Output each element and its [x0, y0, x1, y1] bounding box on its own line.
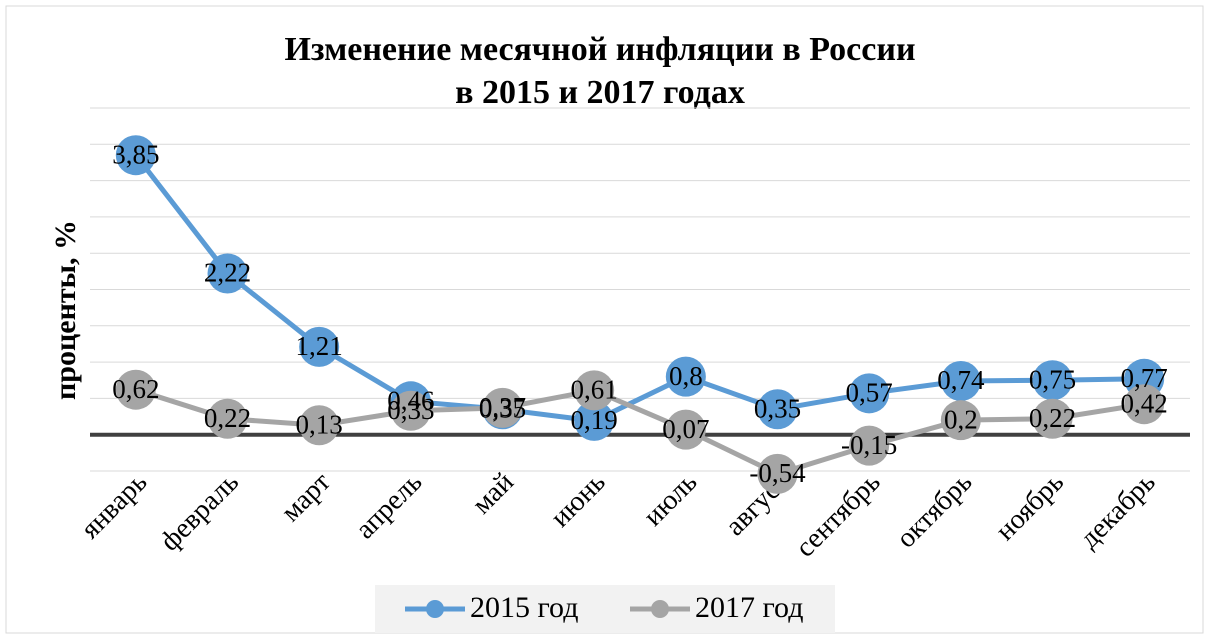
legend: 2015 год 2017 год — [375, 585, 835, 633]
data-label: 0,61 — [571, 375, 618, 405]
legend-label: 2017 год — [695, 591, 803, 624]
marker — [574, 370, 615, 411]
marker — [665, 409, 706, 450]
data-label: 3,85 — [112, 139, 159, 169]
data-label: 0,33 — [387, 395, 434, 425]
marker — [207, 398, 248, 439]
data-label: 2,22 — [204, 258, 251, 288]
legend-swatch-marker — [426, 600, 444, 618]
marker — [299, 405, 340, 446]
marker — [849, 373, 890, 414]
marker — [757, 453, 798, 494]
data-label: 0,19 — [571, 405, 618, 435]
marker — [940, 360, 981, 401]
data-label: 0,46 — [387, 386, 434, 416]
data-label: 0,2 — [944, 404, 978, 434]
marker — [482, 387, 523, 428]
data-label: 0,07 — [662, 414, 709, 444]
data-label: 0,13 — [296, 409, 343, 439]
marker — [115, 369, 156, 410]
marker — [1032, 398, 1073, 439]
marker — [665, 356, 706, 397]
data-label: 0,57 — [846, 378, 893, 408]
data-label: -0,15 — [841, 430, 897, 460]
data-label: 0,62 — [112, 374, 159, 404]
marker — [940, 400, 981, 441]
data-label: 0,74 — [937, 365, 985, 395]
marker — [574, 400, 615, 441]
data-label: 0,75 — [1029, 364, 1076, 394]
marker — [115, 135, 156, 176]
marker — [757, 389, 798, 430]
legend-swatch-marker — [651, 600, 669, 618]
data-label: 0,22 — [204, 403, 251, 433]
data-label: 1,21 — [296, 331, 343, 361]
data-label: 0,35 — [754, 393, 801, 423]
data-label: 0,8 — [669, 361, 703, 391]
data-label: 0,42 — [1121, 388, 1168, 418]
marker — [299, 326, 340, 367]
marker — [1124, 384, 1165, 425]
data-label: 0,22 — [1029, 403, 1076, 433]
marker — [849, 425, 890, 466]
chart-subtitle: в 2015 и 2017 годах — [455, 74, 745, 111]
marker — [390, 390, 431, 431]
chart-title: Изменение месячной инфляции в России — [284, 31, 915, 68]
legend-label: 2015 год — [470, 591, 578, 624]
marker — [1032, 360, 1073, 401]
marker — [207, 253, 248, 294]
data-label: 0,77 — [1121, 363, 1168, 393]
data-label: 0,35 — [479, 393, 526, 423]
chart-border — [5, 5, 1204, 634]
data-label: 0,37 — [479, 392, 526, 422]
data-label: -0,54 — [749, 458, 806, 488]
y-axis-label: проценты, % — [49, 220, 82, 400]
